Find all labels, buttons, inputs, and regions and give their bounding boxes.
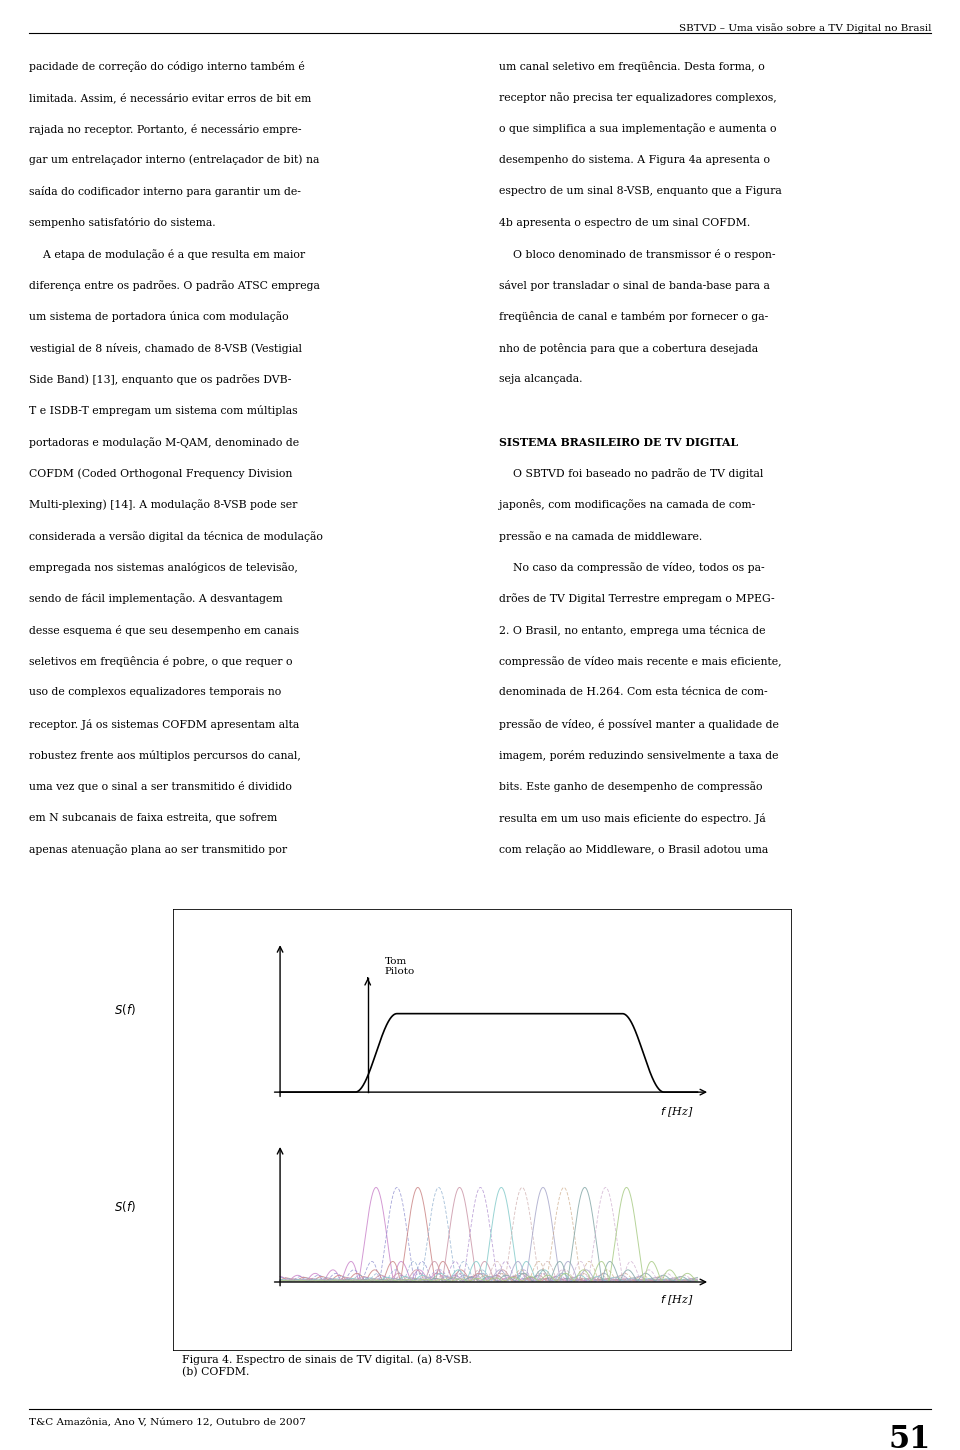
Text: robustez frente aos múltiplos percursos do canal,: robustez frente aos múltiplos percursos … (29, 750, 300, 761)
Text: $S(f)$: $S(f)$ (114, 1002, 135, 1016)
Text: drões de TV Digital Terrestre empregam o MPEG-: drões de TV Digital Terrestre empregam o… (499, 593, 775, 605)
Text: $f$ [Hz]: $f$ [Hz] (660, 1293, 693, 1308)
Text: denominada de H.264. Com esta técnica de com-: denominada de H.264. Com esta técnica de… (499, 687, 768, 697)
Text: bits. Este ganho de desempenho de compressão: bits. Este ganho de desempenho de compre… (499, 782, 762, 792)
Text: 2. O Brasil, no entanto, emprega uma técnica de: 2. O Brasil, no entanto, emprega uma téc… (499, 625, 766, 635)
Text: desempenho do sistema. A Figura 4a apresenta o: desempenho do sistema. A Figura 4a apres… (499, 155, 770, 165)
Text: receptor. Já os sistemas COFDM apresentam alta: receptor. Já os sistemas COFDM apresenta… (29, 719, 300, 729)
Text: Side Band) [13], enquanto que os padrões DVB-: Side Band) [13], enquanto que os padrões… (29, 374, 291, 384)
Text: saída do codificador interno para garantir um de-: saída do codificador interno para garant… (29, 186, 300, 197)
Text: sável por transladar o sinal de banda-base para a: sável por transladar o sinal de banda-ba… (499, 280, 770, 291)
Text: japonês, com modificações na camada de com-: japonês, com modificações na camada de c… (499, 499, 756, 510)
Text: 51: 51 (889, 1424, 931, 1450)
Text: desse esquema é que seu desempenho em canais: desse esquema é que seu desempenho em ca… (29, 625, 299, 635)
Text: uma vez que o sinal a ser transmitido é dividido: uma vez que o sinal a ser transmitido é … (29, 782, 292, 792)
Text: limitada. Assim, é necessário evitar erros de bit em: limitada. Assim, é necessário evitar err… (29, 93, 311, 103)
Text: um canal seletivo em freqüência. Desta forma, o: um canal seletivo em freqüência. Desta f… (499, 61, 765, 72)
Text: O SBTVD foi baseado no padrão de TV digital: O SBTVD foi baseado no padrão de TV digi… (499, 468, 763, 479)
Text: COFDM (Coded Orthogonal Frequency Division: COFDM (Coded Orthogonal Frequency Divisi… (29, 468, 292, 479)
Text: gar um entrelaçador interno (entrelaçador de bit) na: gar um entrelaçador interno (entrelaçado… (29, 155, 319, 165)
Text: seletivos em freqüência é pobre, o que requer o: seletivos em freqüência é pobre, o que r… (29, 655, 292, 667)
Text: diferença entre os padrões. O padrão ATSC emprega: diferença entre os padrões. O padrão ATS… (29, 280, 320, 291)
Text: nho de potência para que a cobertura desejada: nho de potência para que a cobertura des… (499, 342, 758, 354)
Text: A etapa de modulação é a que resulta em maior: A etapa de modulação é a que resulta em … (29, 249, 305, 260)
Text: vestigial de 8 níveis, chamado de 8-VSB (Vestigial: vestigial de 8 níveis, chamado de 8-VSB … (29, 342, 301, 354)
Text: Tom
Piloto: Tom Piloto (384, 957, 415, 976)
Text: T e ISDB-T empregam um sistema com múltiplas: T e ISDB-T empregam um sistema com múlti… (29, 406, 298, 416)
Text: apenas atenuação plana ao ser transmitido por: apenas atenuação plana ao ser transmitid… (29, 844, 287, 854)
Text: considerada a versão digital da técnica de modulação: considerada a versão digital da técnica … (29, 531, 323, 542)
Text: $S(f)$: $S(f)$ (114, 1199, 135, 1214)
Text: (b) COFDM.: (b) COFDM. (182, 1367, 250, 1378)
Text: SISTEMA BRASILEIRO DE TV DIGITAL: SISTEMA BRASILEIRO DE TV DIGITAL (499, 436, 738, 448)
Text: sendo de fácil implementação. A desvantagem: sendo de fácil implementação. A desvanta… (29, 593, 282, 605)
Text: receptor não precisa ter equalizadores complexos,: receptor não precisa ter equalizadores c… (499, 93, 777, 103)
Text: Multi-plexing) [14]. A modulação 8-VSB pode ser: Multi-plexing) [14]. A modulação 8-VSB p… (29, 499, 298, 510)
Text: em N subcanais de faixa estreita, que sofrem: em N subcanais de faixa estreita, que so… (29, 812, 277, 822)
Text: T&C Amazônia, Ano V, Número 12, Outubro de 2007: T&C Amazônia, Ano V, Número 12, Outubro … (29, 1418, 305, 1427)
Text: imagem, porém reduzindo sensivelmente a taxa de: imagem, porém reduzindo sensivelmente a … (499, 750, 779, 761)
Text: SBTVD – Uma visão sobre a TV Digital no Brasil: SBTVD – Uma visão sobre a TV Digital no … (679, 23, 931, 33)
Text: rajada no receptor. Portanto, é necessário empre-: rajada no receptor. Portanto, é necessár… (29, 123, 301, 135)
Text: seja alcançada.: seja alcançada. (499, 374, 583, 384)
Text: pressão e na camada de middleware.: pressão e na camada de middleware. (499, 531, 703, 541)
Text: 4b apresenta o espectro de um sinal COFDM.: 4b apresenta o espectro de um sinal COFD… (499, 218, 751, 228)
Text: resulta em um uso mais eficiente do espectro. Já: resulta em um uso mais eficiente do espe… (499, 812, 766, 824)
Text: um sistema de portadora única com modulação: um sistema de portadora única com modula… (29, 312, 288, 322)
Text: o que simplifica a sua implementação e aumenta o: o que simplifica a sua implementação e a… (499, 123, 777, 135)
Text: No caso da compressão de vídeo, todos os pa-: No caso da compressão de vídeo, todos os… (499, 563, 765, 573)
Text: sempenho satisfatório do sistema.: sempenho satisfatório do sistema. (29, 218, 215, 229)
Text: Figura 4. Espectro de sinais de TV digital. (a) 8-VSB.: Figura 4. Espectro de sinais de TV digit… (182, 1354, 472, 1364)
Text: compressão de vídeo mais recente e mais eficiente,: compressão de vídeo mais recente e mais … (499, 655, 781, 667)
Text: uso de complexos equalizadores temporais no: uso de complexos equalizadores temporais… (29, 687, 281, 697)
Text: freqüência de canal e também por fornecer o ga-: freqüência de canal e também por fornece… (499, 312, 768, 322)
Text: $f$ [Hz]: $f$ [Hz] (660, 1105, 693, 1118)
Text: espectro de um sinal 8-VSB, enquanto que a Figura: espectro de um sinal 8-VSB, enquanto que… (499, 186, 782, 196)
Text: O bloco denominado de transmissor é o respon-: O bloco denominado de transmissor é o re… (499, 249, 776, 260)
Text: empregada nos sistemas analógicos de televisão,: empregada nos sistemas analógicos de tel… (29, 563, 298, 573)
Text: com relação ao Middleware, o Brasil adotou uma: com relação ao Middleware, o Brasil adot… (499, 844, 768, 854)
Text: portadoras e modulação M-QAM, denominado de: portadoras e modulação M-QAM, denominado… (29, 436, 299, 448)
Text: pacidade de correção do código interno também é: pacidade de correção do código interno t… (29, 61, 304, 72)
Text: pressão de vídeo, é possível manter a qualidade de: pressão de vídeo, é possível manter a qu… (499, 719, 780, 729)
